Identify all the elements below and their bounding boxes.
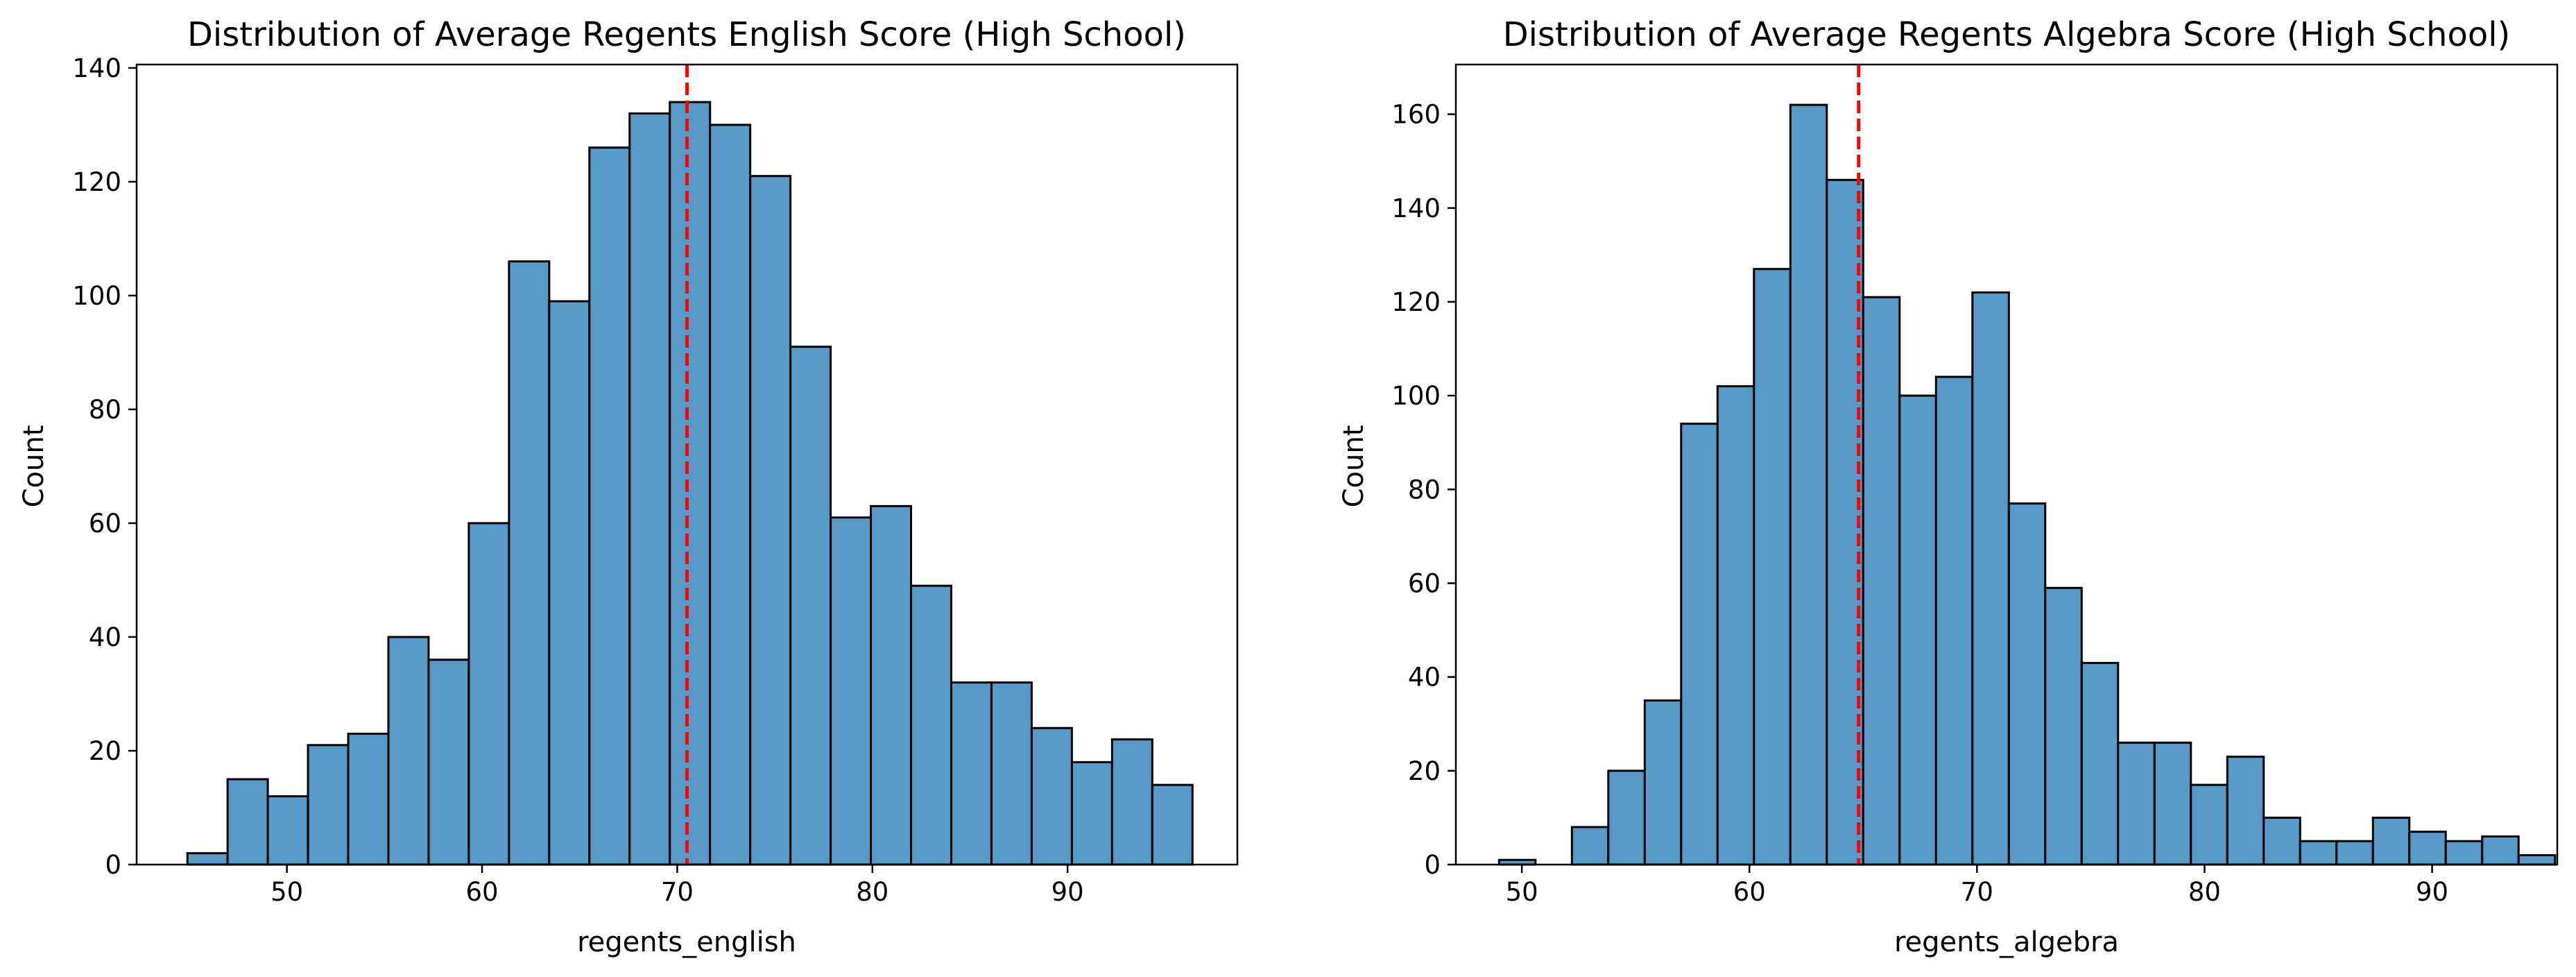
histogram-bar (1934, 375, 1974, 866)
y-tick-label: 100 (1391, 381, 1441, 411)
histogram-bar (427, 659, 470, 866)
x-tick-group: 50 60 70 80 90 (271, 865, 1084, 907)
y-tick-label: 120 (72, 167, 121, 197)
histogram-bar (2044, 586, 2083, 866)
x-tick-label: 70 (1961, 877, 1993, 907)
y-tick-label: 100 (72, 281, 121, 311)
histogram-bar (2444, 840, 2484, 866)
y-tick-label: 20 (1408, 756, 1441, 786)
y-tick-label: 40 (89, 622, 121, 652)
y-tick-label: 0 (1424, 850, 1441, 880)
histogram-bar (628, 112, 671, 866)
bar-group (1497, 103, 2557, 866)
y-tick-label: 160 (1391, 100, 1441, 130)
histogram-bar (347, 732, 390, 866)
x-tick-label: 60 (466, 877, 499, 907)
histogram-bar (2262, 816, 2301, 866)
plot-frame (135, 63, 1239, 866)
histogram-bar (830, 516, 873, 866)
histogram-bar (2299, 840, 2338, 866)
y-tick-label: 140 (1391, 194, 1441, 223)
y-tick-label: 60 (89, 509, 121, 538)
histogram-bar (2080, 661, 2120, 866)
histogram-bar (1898, 394, 1937, 866)
bar-group (186, 101, 1194, 866)
histogram-bar (1151, 783, 1194, 866)
y-tick-group: 0 20 40 60 80 100 120 140 160 (1391, 100, 1456, 880)
histogram-bar (709, 124, 752, 866)
x-axis-label: regents_algebra (1894, 926, 2119, 958)
histogram-bar (1753, 268, 1792, 866)
histogram-bar (1643, 699, 1683, 866)
histogram-bar (1680, 423, 1719, 866)
y-tick-label: 40 (1408, 663, 1441, 693)
chart-title: Distribution of Average Regents English … (187, 15, 1186, 54)
histogram-bar (1070, 761, 1113, 866)
histogram-bar (2371, 816, 2411, 866)
histogram-bar (508, 260, 551, 866)
histogram-bar (548, 300, 591, 866)
histogram-bar (910, 584, 952, 866)
histogram-bar (2517, 853, 2557, 866)
histogram-bar (789, 346, 832, 866)
histogram-bar (2007, 502, 2047, 866)
x-tick-label: 80 (2188, 877, 2221, 907)
histogram-bar (2153, 741, 2192, 866)
x-tick-label: 70 (661, 877, 694, 907)
y-tick-label: 80 (1408, 475, 1441, 504)
histogram-bar (1570, 826, 1610, 866)
x-tick-group: 50 60 70 80 90 (1506, 865, 2448, 907)
histogram-bar (1971, 291, 2010, 866)
histogram-bar (266, 795, 309, 866)
histogram-bar (1030, 727, 1073, 866)
x-tick-label: 50 (271, 877, 303, 907)
histogram-bar (2117, 741, 2156, 866)
algebra-histogram-panel: Distribution of Average Regents Algebra … (1338, 15, 2559, 958)
x-tick-label: 50 (1506, 877, 1538, 907)
histogram-bar (2226, 756, 2265, 866)
histogram-bar (1110, 738, 1153, 866)
y-tick-label: 0 (105, 850, 121, 880)
histogram-bar (1716, 385, 1755, 866)
x-tick-label: 90 (2416, 877, 2448, 907)
histogram-bar (186, 852, 229, 866)
histogram-bar (1607, 770, 1646, 866)
histogram-bar (950, 681, 993, 866)
histogram-bar (2408, 831, 2447, 866)
y-tick-label: 60 (1408, 568, 1441, 598)
x-axis-label: regents_english (577, 926, 796, 958)
y-tick-label: 20 (89, 736, 121, 766)
histogram-bar (588, 146, 631, 866)
histogram-bar (749, 175, 792, 866)
y-tick-label: 80 (89, 395, 121, 425)
y-axis-label: Count (18, 425, 50, 508)
histogram-bar (990, 681, 1033, 866)
histogram-bar (226, 778, 269, 866)
histogram-bar (2481, 835, 2520, 866)
english-histogram-panel: Distribution of Average Regents English … (18, 15, 1239, 958)
histogram-bar (2335, 840, 2374, 866)
histogram-bar (870, 504, 913, 866)
x-tick-label: 80 (856, 877, 888, 907)
histogram-bar (307, 744, 350, 866)
y-tick-group: 0 20 40 60 80 100 120 140 (72, 53, 137, 880)
plot-frame (1454, 63, 2559, 866)
y-tick-label: 140 (72, 53, 121, 83)
x-tick-label: 60 (1733, 877, 1766, 907)
y-axis-label: Count (1338, 425, 1370, 508)
histogram-bar (1789, 103, 1828, 866)
histogram-bar (669, 101, 712, 866)
histogram-bar (1862, 296, 1901, 866)
chart-title: Distribution of Average Regents Algebra … (1503, 15, 2511, 54)
histogram-bar (467, 522, 510, 866)
y-tick-label: 120 (1391, 287, 1441, 317)
histogram-bar (2190, 783, 2229, 866)
x-tick-label: 90 (1051, 877, 1084, 907)
histogram-bar (387, 636, 430, 866)
